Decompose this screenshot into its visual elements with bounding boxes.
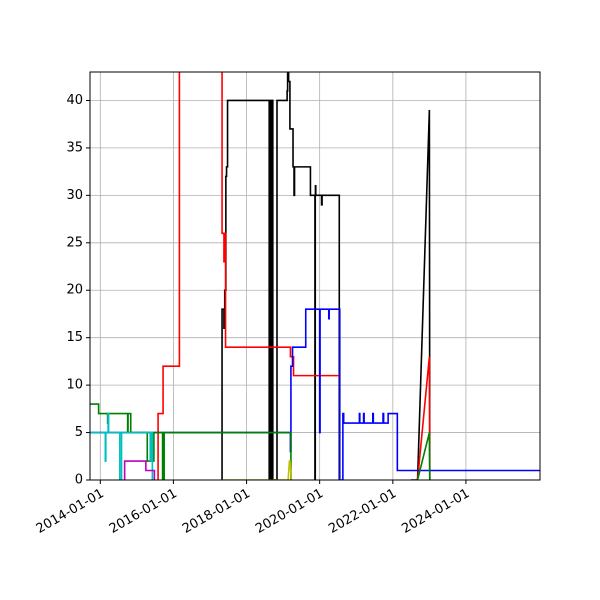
y-tick-label: 30 <box>66 188 83 203</box>
y-tick-label: 25 <box>66 235 83 250</box>
y-tick-label: 0 <box>75 473 83 488</box>
y-tick-label: 40 <box>66 93 83 108</box>
series-line-9 <box>123 460 156 480</box>
series-line-10 <box>222 460 293 480</box>
y-tick-label: 35 <box>66 140 83 155</box>
series-line-8 <box>90 412 154 480</box>
series-line-0 <box>221 72 341 480</box>
y-tick-label: 20 <box>66 283 83 298</box>
series-line-3 <box>157 72 340 480</box>
plot-frame <box>89 71 541 481</box>
series-line-5 <box>90 308 540 480</box>
series-line-7 <box>416 432 431 480</box>
y-tick-label: 10 <box>66 378 83 393</box>
series-group <box>90 72 540 480</box>
y-tick-label: 5 <box>75 425 83 440</box>
y-tick-label: 15 <box>66 330 83 345</box>
series-line-2 <box>410 109 431 480</box>
